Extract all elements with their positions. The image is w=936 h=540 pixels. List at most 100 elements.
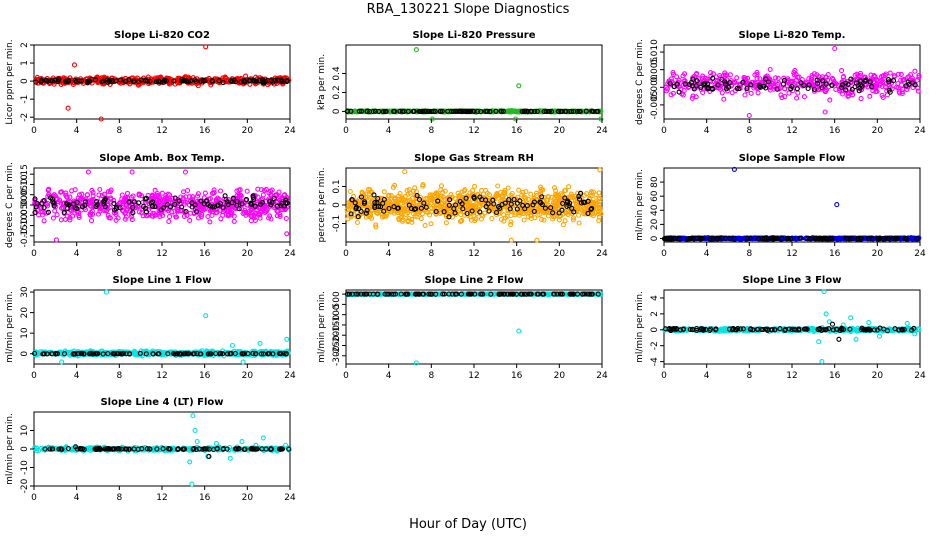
data-point: [246, 78, 252, 84]
data-point: [516, 187, 522, 193]
data-point: [82, 207, 89, 213]
data-point: [780, 81, 786, 87]
data-point: [507, 206, 513, 212]
data-point: [839, 85, 845, 91]
data-point: [234, 202, 240, 209]
data-point: [590, 109, 596, 115]
data-point: [240, 359, 246, 365]
data-point: [857, 70, 864, 76]
plot-frame: [345, 44, 603, 120]
data-point: [570, 215, 577, 221]
data-point: [820, 78, 826, 84]
data-point: [41, 205, 47, 211]
data-point: [415, 211, 421, 217]
data-point: [204, 198, 210, 204]
data-point: [130, 204, 136, 211]
data-point: [554, 194, 560, 200]
data-point: [689, 95, 695, 101]
data-point: [819, 85, 825, 91]
data-point: [465, 108, 471, 114]
data-point: [140, 206, 146, 212]
data-point: [584, 204, 590, 210]
data-point: [241, 77, 247, 83]
data-point: [514, 200, 520, 206]
data-point: [38, 79, 44, 85]
data-point: [682, 71, 688, 77]
data-point: [463, 195, 469, 201]
data-point: [39, 212, 46, 218]
data-point: [144, 78, 151, 84]
data-point: [859, 83, 865, 89]
data-point: [166, 196, 173, 202]
data-point: [246, 209, 252, 215]
data-point: [874, 77, 880, 83]
data-point: [890, 78, 897, 84]
data-point: [386, 199, 392, 205]
data-point: [505, 185, 511, 191]
y-tick-label: 60: [650, 190, 660, 202]
data-point: [143, 195, 150, 201]
data-point: [846, 93, 852, 99]
data-point: [279, 78, 285, 84]
data-point: [798, 80, 804, 86]
data-point: [694, 78, 700, 84]
data-point: [829, 82, 835, 88]
data-point: [515, 194, 521, 200]
y-tick-label: 0.010: [650, 39, 660, 65]
data-point: [885, 77, 892, 83]
data-point: [576, 196, 583, 202]
data-point: [562, 188, 568, 194]
data-point: [103, 289, 110, 295]
data-point: [541, 108, 547, 115]
data-point: [129, 217, 135, 223]
data-point: [535, 212, 541, 218]
data-point: [472, 183, 478, 189]
data-point: [500, 108, 506, 114]
data-point: [49, 196, 55, 202]
data-point: [421, 200, 427, 206]
data-point: [523, 189, 529, 195]
data-point: [56, 76, 62, 82]
y-tick-label: 0: [332, 108, 342, 114]
data-point: [569, 109, 575, 115]
data-point: [867, 79, 873, 85]
x-tick-label: 12: [786, 249, 797, 259]
data-point: [187, 217, 193, 223]
data-point: [406, 187, 412, 193]
data-point: [121, 198, 127, 204]
y-tick-label: -0.1: [332, 215, 342, 233]
data-point: [493, 108, 499, 114]
data-point: [429, 197, 435, 203]
panel-title: Slope Li-820 CO2: [114, 30, 210, 41]
data-point: [53, 237, 59, 243]
data-point: [126, 199, 132, 205]
data-point: [814, 80, 821, 86]
data-point: [908, 72, 914, 78]
data-point: [809, 77, 815, 83]
data-point: [443, 220, 449, 226]
data-point: [405, 218, 411, 224]
data-point: [710, 71, 716, 77]
data-point: [61, 209, 67, 215]
data-point: [573, 193, 579, 199]
data-point: [685, 84, 691, 90]
data-point: [915, 88, 921, 94]
data-point: [899, 82, 905, 88]
data-point: [529, 108, 535, 114]
data-point: [203, 313, 209, 319]
data-point: [565, 211, 571, 217]
data-point: [521, 210, 527, 216]
data-point: [220, 75, 226, 81]
data-point: [181, 77, 187, 83]
data-point: [166, 218, 172, 225]
data-point: [161, 205, 167, 211]
data-point: [395, 205, 401, 211]
data-point: [347, 188, 353, 195]
data-point: [433, 211, 439, 217]
data-point: [136, 209, 142, 215]
data-point: [419, 211, 425, 217]
data-point: [124, 190, 131, 196]
data-point: [578, 190, 584, 196]
data-point: [348, 213, 354, 219]
